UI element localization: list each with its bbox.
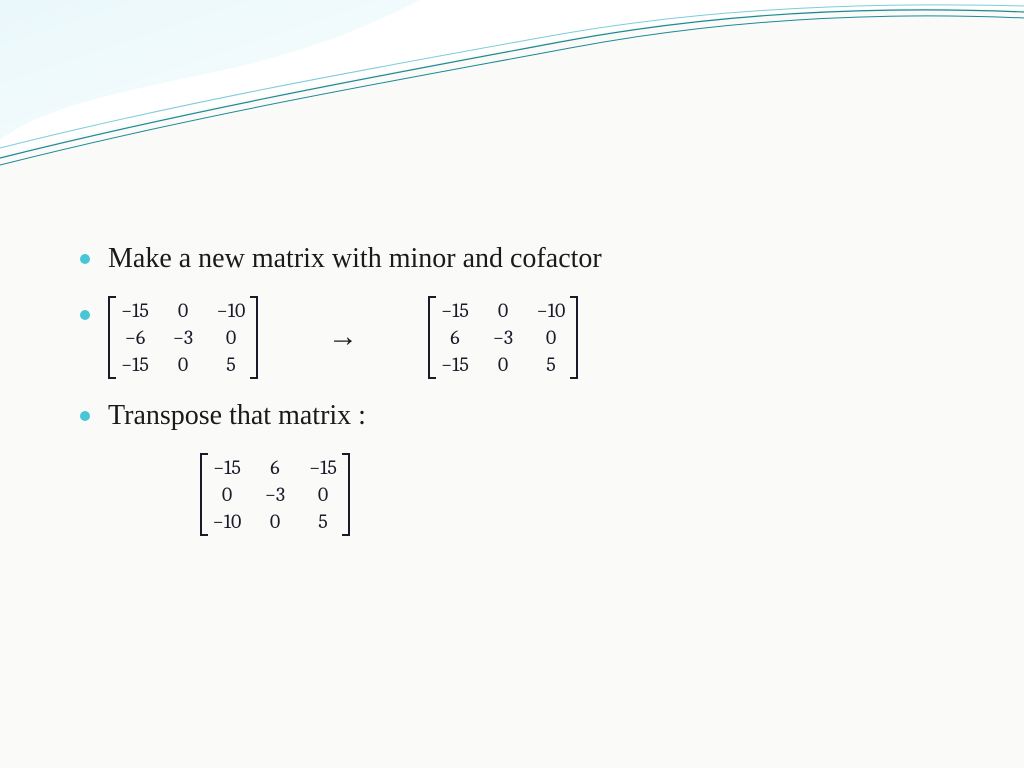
matrix-cell: 0 — [212, 482, 242, 507]
matrix-cell: 0 — [536, 325, 566, 350]
matrix-cell: 0 — [168, 298, 198, 323]
matrix-cell: −15 — [308, 455, 338, 480]
matrix-cell: 0 — [216, 325, 246, 350]
arrow-icon: → — [318, 320, 368, 354]
bullet-item-1: Make a new matrix with minor and cofacto… — [80, 240, 964, 278]
matrix-cell: 6 — [260, 455, 290, 480]
wave-decoration — [0, 0, 1024, 180]
matrix-cell: 0 — [488, 298, 518, 323]
matrix-transpose: −156−150−30−1005 — [200, 453, 350, 536]
matrix-cell: −15 — [440, 352, 470, 377]
matrix-cell: 0 — [260, 509, 290, 534]
slide-content: Make a new matrix with minor and cofacto… — [80, 240, 964, 541]
matrix-cell: 5 — [308, 509, 338, 534]
matrix-cell: −3 — [260, 482, 290, 507]
matrix-cell: 5 — [216, 352, 246, 377]
matrix-cell: −15 — [120, 298, 150, 323]
matrix-cell: 6 — [440, 325, 470, 350]
bullet-icon — [80, 254, 90, 264]
matrix-cell: −15 — [212, 455, 242, 480]
matrix-cell: −3 — [488, 325, 518, 350]
bullet-icon — [80, 310, 90, 320]
matrix-cell: 5 — [536, 352, 566, 377]
matrix-cell: −10 — [216, 298, 246, 323]
bullet-icon — [80, 411, 90, 421]
matrix-cell: −10 — [536, 298, 566, 323]
matrix-cell: 0 — [308, 482, 338, 507]
matrix-cell: −3 — [168, 325, 198, 350]
matrix-cell: −15 — [120, 352, 150, 377]
matrix-cell: −15 — [440, 298, 470, 323]
bullet-item-2: −150−10−6−30−1505 → −150−106−30−1505 — [80, 296, 964, 379]
transpose-matrix-container: −156−150−30−1005 — [200, 453, 964, 541]
matrix-cell: −6 — [120, 325, 150, 350]
bullet-text-1: Make a new matrix with minor and cofacto… — [108, 240, 602, 278]
matrix-minor: −150−10−6−30−1505 — [108, 296, 258, 379]
bullet-item-3: Transpose that matrix : — [80, 397, 964, 435]
matrix-cell: −10 — [212, 509, 242, 534]
matrix-cell: 0 — [488, 352, 518, 377]
bullet-text-3: Transpose that matrix : — [108, 397, 366, 435]
matrix-cell: 0 — [168, 352, 198, 377]
matrix-cofactor: −150−106−30−1505 — [428, 296, 578, 379]
matrix-row-minor-cofactor: −150−10−6−30−1505 → −150−106−30−1505 — [108, 296, 578, 379]
